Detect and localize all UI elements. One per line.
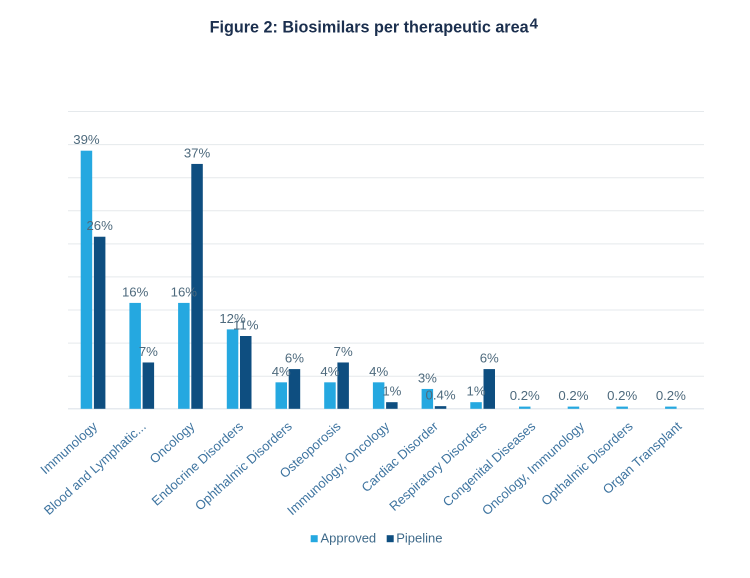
svg-text:Approved: Approved [321,531,377,546]
svg-text:7%: 7% [139,344,158,359]
svg-text:39%: 39% [73,132,100,147]
svg-text:6%: 6% [480,351,499,366]
svg-text:Pipeline: Pipeline [396,531,442,546]
svg-text:0.2%: 0.2% [510,388,540,403]
svg-text:1%: 1% [382,384,401,399]
svg-text:0.4%: 0.4% [426,388,456,403]
svg-text:16%: 16% [122,284,149,299]
svg-text:26%: 26% [86,218,113,233]
svg-text:7%: 7% [334,344,353,359]
svg-text:0.2%: 0.2% [607,388,637,403]
svg-text:3%: 3% [418,370,437,385]
svg-text:4%: 4% [272,364,291,379]
svg-text:0.2%: 0.2% [558,388,588,403]
svg-text:16%: 16% [171,284,198,299]
svg-text:0.2%: 0.2% [656,388,686,403]
svg-text:12%: 12% [219,311,246,326]
svg-text:4%: 4% [369,364,388,379]
svg-text:Figure 2: Biosimilars per ther: Figure 2: Biosimilars per therapeutic ar… [210,15,539,36]
svg-text:4%: 4% [320,364,339,379]
svg-text:6%: 6% [285,351,304,366]
svg-text:37%: 37% [184,145,211,160]
svg-text:1%: 1% [467,384,486,399]
svg-text:11%: 11% [233,318,259,333]
